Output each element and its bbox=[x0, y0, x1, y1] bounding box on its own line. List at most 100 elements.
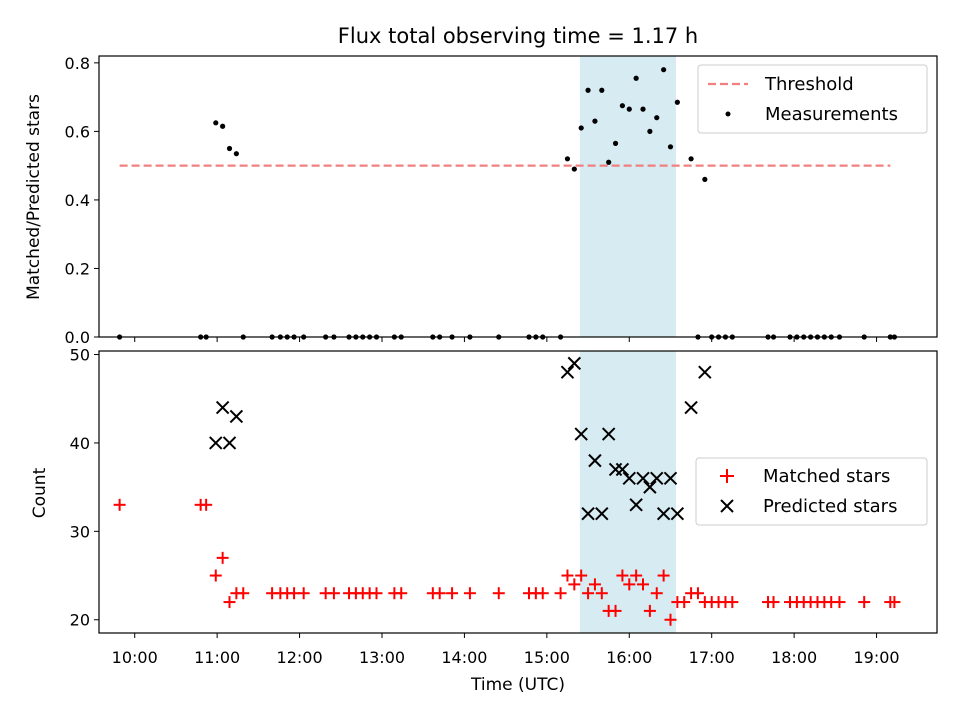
matched-star-marker bbox=[664, 613, 677, 626]
matched-star-marker bbox=[637, 578, 650, 591]
top-panel-ticks: 0.0 0.2 0.4 0.6 0.8 bbox=[65, 54, 878, 347]
predicted-star-marker bbox=[581, 506, 595, 521]
matched-star-marker bbox=[657, 569, 670, 582]
matched-star-marker bbox=[588, 578, 601, 591]
predicted-star-marker bbox=[588, 453, 602, 468]
predicted-star-marker bbox=[698, 365, 712, 379]
matched-star-marker bbox=[237, 587, 250, 600]
top-y-tick-label: 0.6 bbox=[65, 122, 90, 141]
matched-star-marker bbox=[561, 569, 574, 582]
predicted-star-marker bbox=[222, 436, 237, 450]
predicted-star-marker-b bbox=[643, 480, 657, 494]
bottom-legend-predicted-label: Predicted stars bbox=[763, 496, 897, 517]
matched-star-marker bbox=[446, 587, 459, 600]
measurement-point bbox=[674, 99, 680, 105]
predicted-star-marker bbox=[215, 400, 230, 415]
bottom-y-tick-label: 20 bbox=[70, 611, 90, 630]
top-panel-frame bbox=[98, 55, 938, 338]
matched-star-marker bbox=[536, 587, 549, 600]
bottom-x-tick-label: 10:00 bbox=[112, 648, 158, 667]
matched-star-marker bbox=[395, 587, 408, 600]
predicted-star-marker-b bbox=[601, 427, 616, 441]
top-panel-title: Flux total observing time = 1.17 h bbox=[338, 24, 698, 48]
bottom-x-tick-label: 12:00 bbox=[277, 648, 323, 667]
top-legend-threshold-label: Threshold bbox=[764, 74, 854, 95]
bottom-x-tick-label: 16:00 bbox=[606, 648, 652, 667]
measurement-point bbox=[667, 144, 674, 150]
predicted-star-marker bbox=[684, 400, 698, 415]
matched-star-marker bbox=[691, 587, 704, 600]
matched-star-marker bbox=[678, 596, 691, 609]
predicted-star-marker bbox=[650, 471, 664, 486]
bottom-y-tick-label: 50 bbox=[70, 346, 90, 365]
bottom-panel-ylabel: Count bbox=[30, 467, 50, 518]
measurement-point bbox=[654, 115, 660, 121]
measurement-point bbox=[647, 128, 653, 134]
predicted-star-marker bbox=[670, 506, 685, 521]
matched-star-marker bbox=[568, 578, 581, 591]
bottom-legend: Matched stars Predicted stars bbox=[695, 457, 928, 526]
matched-star-marker bbox=[616, 569, 629, 582]
top-legend-measurements-swatch bbox=[725, 111, 731, 117]
measurement-point bbox=[599, 87, 605, 93]
top-legend: Threshold Measurements bbox=[697, 64, 928, 134]
predicted-star-marker bbox=[574, 427, 588, 441]
top-legend-box bbox=[697, 64, 928, 134]
bottom-panel-ticks: 10:00 11:00 12:00 13:00 14:00 15:00 16:00 17:00… bbox=[70, 346, 900, 667]
predicted-star-marker bbox=[615, 462, 630, 477]
bottom-y-tick-label: 40 bbox=[70, 434, 90, 453]
matched-star-marker bbox=[582, 587, 595, 600]
predicted-star-marker-b bbox=[656, 506, 671, 521]
predicted-star-marker bbox=[567, 356, 582, 371]
bottom-x-tick-label: 13:00 bbox=[359, 648, 405, 667]
predicted-star-marker bbox=[643, 480, 657, 494]
measurement-point bbox=[626, 106, 632, 112]
bottom-legend-box bbox=[695, 457, 928, 526]
matched-star-marker bbox=[650, 587, 663, 600]
predicted-star-marker bbox=[622, 471, 636, 486]
matched-star-marker bbox=[209, 569, 222, 582]
predicted-star-marker bbox=[629, 498, 643, 512]
predicted-star-marker bbox=[601, 427, 616, 441]
matched-star-marker bbox=[370, 587, 383, 600]
measurement-point bbox=[640, 106, 646, 112]
matched-star-marker bbox=[858, 596, 871, 609]
predicted-star-marker-b bbox=[209, 436, 223, 450]
predicted-star-marker-b bbox=[636, 471, 650, 486]
matched-star-marker bbox=[492, 587, 505, 600]
predicted-star-marker bbox=[229, 409, 244, 424]
predicted-star-marker-b bbox=[663, 471, 678, 486]
matched-star-marker bbox=[833, 596, 846, 609]
matched-star-marker bbox=[327, 587, 340, 600]
measurement-point bbox=[688, 156, 694, 162]
predicted-star-marker bbox=[663, 471, 678, 486]
measurement-point bbox=[571, 166, 577, 172]
predicted-star-marker-b bbox=[588, 453, 602, 468]
predicted-star-marker bbox=[209, 436, 223, 450]
top-y-tick-label: 0.2 bbox=[65, 259, 90, 278]
top-panel-ylabel: Matched/Predicted stars bbox=[24, 94, 44, 300]
measurement-point bbox=[606, 159, 612, 165]
bottom-legend-matched-swatch bbox=[720, 469, 734, 483]
top-panel: Flux total observing time = 1.17 h 0.0 0.… bbox=[24, 24, 938, 347]
matched-star-marker bbox=[433, 587, 446, 600]
bottom-panel-highlight bbox=[579, 351, 676, 633]
matched-star-marker bbox=[463, 587, 476, 600]
measurement-point bbox=[592, 118, 598, 124]
bottom-panel-marks bbox=[113, 356, 901, 626]
matched-star-marker bbox=[575, 569, 588, 582]
matched-star-marker bbox=[554, 587, 567, 600]
matched-star-marker bbox=[297, 587, 310, 600]
predicted-star-marker-b bbox=[629, 498, 643, 512]
bottom-panel-frame bbox=[98, 350, 938, 634]
top-y-tick-label: 0.0 bbox=[65, 328, 90, 347]
bottom-legend-matched-label: Matched stars bbox=[763, 466, 890, 487]
bottom-x-tick-label: 19:00 bbox=[853, 648, 899, 667]
measurement-point bbox=[633, 75, 639, 81]
measurement-point bbox=[661, 67, 667, 73]
predicted-star-marker-b bbox=[560, 365, 575, 379]
matched-star-marker bbox=[767, 596, 780, 609]
bottom-x-tick-label: 11:00 bbox=[194, 648, 240, 667]
top-y-tick-label: 0.8 bbox=[65, 54, 90, 73]
matched-star-marker bbox=[223, 596, 236, 609]
